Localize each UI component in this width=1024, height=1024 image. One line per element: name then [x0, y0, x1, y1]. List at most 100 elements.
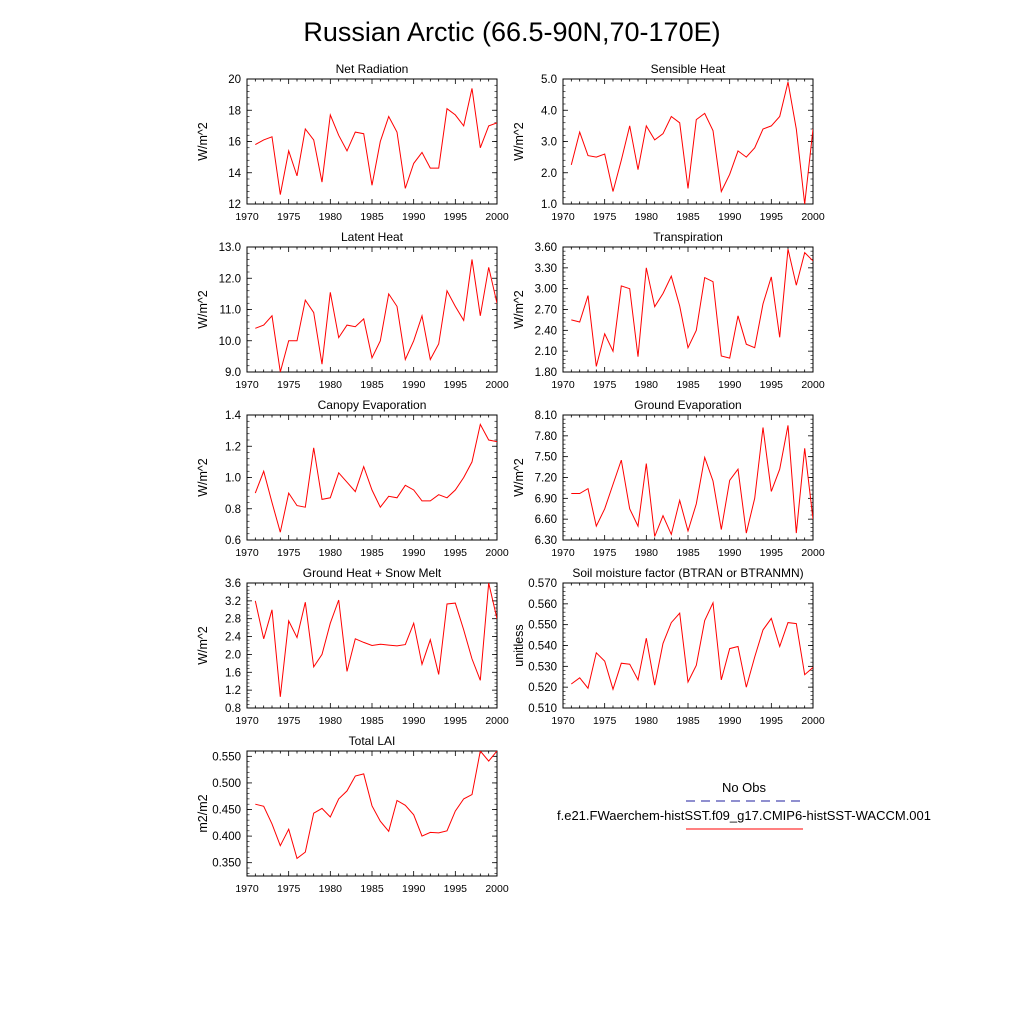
x-tick-label: 1970: [551, 379, 575, 391]
panel-grid: 1970 1975 1980 1985 1990 1995 2000 12 14 16 18 20 Ne…: [196, 62, 825, 895]
y-tick-label: 2.10: [535, 346, 557, 358]
x-tick-label: 2000: [801, 211, 825, 223]
y-tick-label: 8.10: [535, 410, 557, 422]
chart-panel: 1970 1975 1980 1985 1990 1995 2000 6.30 6.60 6.90…: [512, 398, 825, 559]
x-tick-label: 1995: [760, 715, 784, 727]
series-line: [254, 422, 497, 533]
y-tick-label: 0.450: [212, 805, 241, 817]
y-tick-label: 2.0: [541, 168, 557, 180]
x-tick-label: 1990: [402, 547, 426, 559]
legend-obs-label: No Obs: [722, 780, 767, 795]
y-tick-label: 1.6: [225, 667, 241, 679]
x-tick-label: 1995: [444, 211, 468, 223]
panel-title: Ground Heat + Snow Melt: [303, 566, 442, 580]
x-tick-label: 1995: [760, 211, 784, 223]
y-tick-label: 0.540: [528, 641, 557, 653]
x-tick-label: 1985: [360, 211, 384, 223]
y-tick-label: 9.0: [225, 367, 241, 379]
y-tick-label: 5.0: [541, 74, 557, 86]
panel-title: Ground Evaporation: [634, 398, 741, 412]
x-tick-label: 2000: [801, 547, 825, 559]
x-tick-label: 1970: [551, 715, 575, 727]
panel-title: Total LAI: [349, 734, 396, 748]
x-tick-label: 1980: [319, 715, 343, 727]
x-tick-label: 1970: [235, 211, 259, 223]
x-tick-label: 1980: [319, 211, 343, 223]
x-tick-label: 1985: [676, 715, 700, 727]
y-tick-label: 0.6: [225, 535, 241, 547]
x-tick-label: 1995: [444, 715, 468, 727]
y-tick-label: 7.50: [535, 452, 557, 464]
y-tick-label: 0.400: [212, 831, 241, 843]
y-tick-label: 0.550: [528, 620, 557, 632]
y-tick-label: 3.0: [541, 137, 557, 149]
chart-panel: 1970 1975 1980 1985 1990 1995 2000 9.0 10.0 11.0 1…: [196, 230, 509, 391]
x-tick-label: 1990: [718, 547, 742, 559]
x-tick-label: 1995: [760, 379, 784, 391]
x-tick-label: 1990: [402, 211, 426, 223]
x-tick-label: 1985: [360, 547, 384, 559]
y-tick-label: 2.40: [535, 325, 557, 337]
y-tick-label: 0.560: [528, 599, 557, 611]
x-tick-label: 1980: [319, 379, 343, 391]
x-tick-label: 1985: [360, 715, 384, 727]
y-tick-label: 3.60: [535, 242, 557, 254]
x-tick-label: 1980: [635, 547, 659, 559]
x-tick-label: 1990: [718, 715, 742, 727]
x-tick-label: 1995: [444, 547, 468, 559]
x-tick-label: 1975: [593, 211, 617, 223]
y-tick-label: 2.4: [225, 632, 242, 644]
y-tick-label: 18: [228, 105, 241, 117]
chart-panel: 1970 1975 1980 1985 1990 1995 2000 0.350 0.400 0.…: [196, 734, 509, 895]
x-tick-label: 1975: [277, 715, 301, 727]
y-axis-label: W/m^2: [196, 122, 210, 161]
y-tick-label: 6.60: [535, 514, 557, 526]
chart-panel: 1970 1975 1980 1985 1990 1995 2000 0.8 1.2 1.6 2.0…: [196, 566, 509, 727]
panel-title: Net Radiation: [336, 62, 409, 76]
x-tick-label: 2000: [485, 883, 509, 895]
panel-title: Latent Heat: [341, 230, 404, 244]
x-tick-label: 2000: [485, 211, 509, 223]
series-line: [571, 248, 813, 367]
x-tick-label: 1975: [593, 547, 617, 559]
x-tick-label: 2000: [485, 547, 509, 559]
y-tick-label: 13.0: [219, 242, 241, 254]
y-tick-label: 2.8: [225, 614, 241, 626]
x-tick-label: 2000: [485, 379, 509, 391]
x-tick-label: 1970: [235, 883, 259, 895]
x-tick-label: 1970: [551, 211, 575, 223]
x-tick-label: 1975: [593, 715, 617, 727]
x-tick-label: 1975: [277, 379, 301, 391]
y-tick-label: 16: [228, 137, 241, 149]
x-tick-label: 1990: [402, 715, 426, 727]
x-tick-label: 1995: [444, 379, 468, 391]
chart-panel: 1970 1975 1980 1985 1990 1995 2000 1.0 2.0 3.0 4.0…: [512, 62, 825, 223]
x-tick-label: 1990: [402, 379, 426, 391]
y-axis-label: W/m^2: [196, 626, 210, 665]
x-tick-label: 2000: [801, 379, 825, 391]
y-tick-label: 14: [228, 168, 241, 180]
y-tick-label: 0.8: [225, 703, 241, 715]
x-tick-label: 1980: [319, 883, 343, 895]
y-axis-label: W/m^2: [512, 122, 526, 161]
series-line: [571, 425, 813, 537]
y-tick-label: 12: [228, 199, 241, 211]
plot-frame: [246, 750, 498, 877]
y-tick-label: 3.00: [535, 284, 557, 296]
legend: No Obs f.e21.FWaerchem-histSST.f09_g17.C…: [557, 780, 931, 830]
y-tick-label: 20: [228, 74, 241, 86]
x-tick-label: 2000: [485, 715, 509, 727]
y-tick-label: 4.0: [541, 105, 557, 117]
y-tick-label: 10.0: [219, 336, 241, 348]
x-tick-label: 1990: [718, 379, 742, 391]
y-tick-label: 1.0: [225, 473, 241, 485]
y-tick-label: 0.530: [528, 661, 557, 673]
chart-panel: 1970 1975 1980 1985 1990 1995 2000 12 14 16 18 20 Ne…: [196, 62, 509, 223]
chart-panel: 1970 1975 1980 1985 1990 1995 2000 0.510 0.520 0.…: [512, 566, 825, 727]
y-axis-label: W/m^2: [196, 458, 210, 497]
x-tick-label: 1985: [360, 883, 384, 895]
series-line: [571, 600, 813, 692]
y-tick-label: 0.8: [225, 504, 241, 516]
y-tick-label: 0.550: [212, 751, 241, 763]
